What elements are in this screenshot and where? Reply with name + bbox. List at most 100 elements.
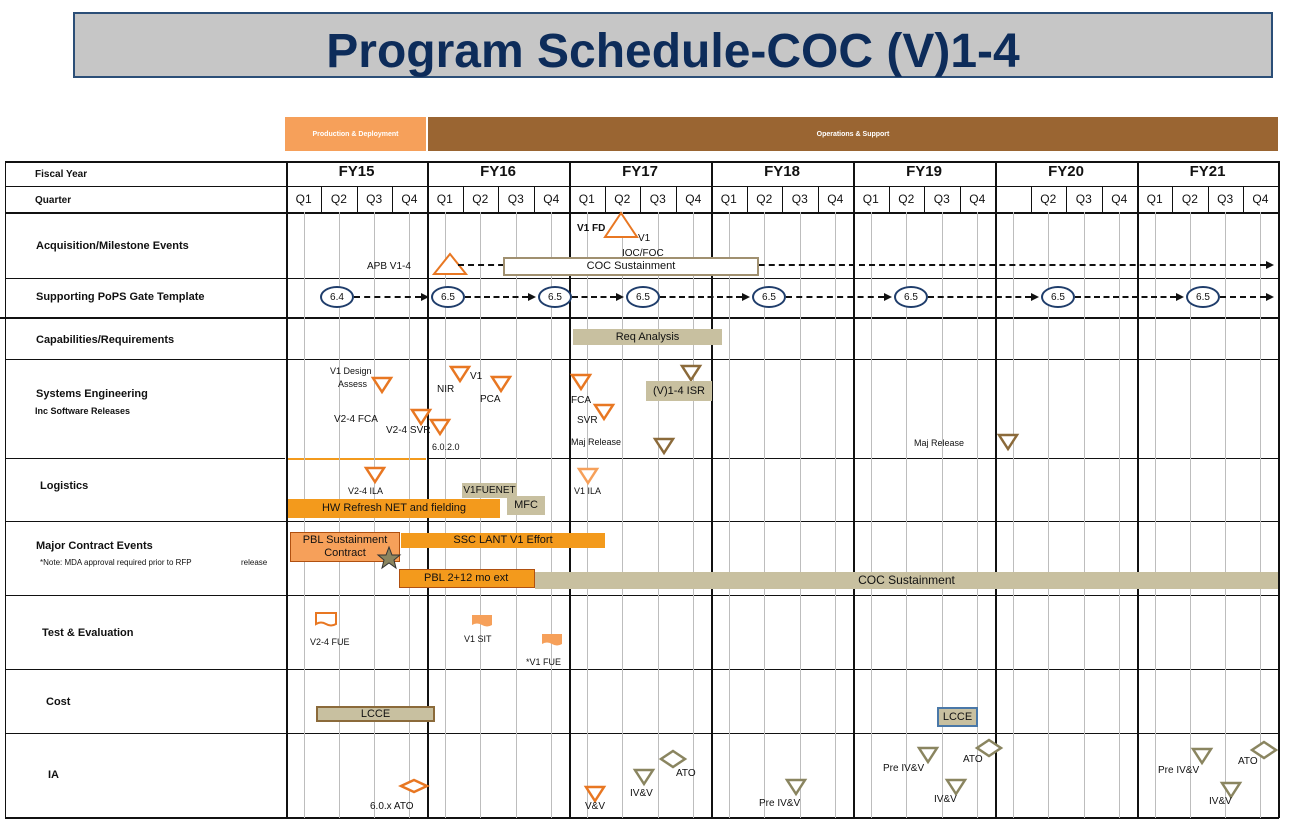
quarter-label-cell: Q4 — [827, 192, 844, 206]
v1-design-label-2: Assess — [338, 379, 368, 389]
lcce-bar-1: LCCE — [316, 706, 435, 722]
quarter-label-cell: Q4 — [1252, 192, 1269, 206]
phase-production-deployment-label: Production & Deployment — [312, 130, 399, 138]
ato-fy17-label: ATO — [676, 768, 696, 779]
grid-quarter-divider — [818, 186, 819, 212]
fiscal-year-fy18: FY18 — [764, 163, 800, 180]
grid-fiscal-year-divider — [1137, 161, 1139, 818]
mfc-bar: MFC — [507, 496, 545, 515]
isr-triangle — [679, 364, 703, 383]
row-label-cost: Cost — [46, 696, 71, 708]
grid-fiscal-year-divider — [1278, 161, 1280, 818]
grid-left-border — [5, 161, 6, 818]
row-label-acquisition: Acquisition/Milestone Events — [36, 240, 189, 252]
grid-quarter-guide — [1013, 212, 1014, 818]
grid-quarter-guide — [871, 212, 872, 818]
phase-operations-support-label: Operations & Support — [816, 130, 890, 138]
v2-4-ila-triangle — [363, 466, 387, 485]
ato-fy19-diamond — [974, 738, 1004, 758]
grid-quarter-divider — [640, 186, 641, 212]
grid-quarter-divider — [747, 186, 748, 212]
grid-quarter-guide — [1155, 212, 1156, 818]
grid-fiscal-year-divider — [569, 161, 571, 818]
grid-quarter-guide — [764, 212, 765, 818]
ato-fy19-label: ATO — [963, 754, 983, 765]
pca-triangle — [489, 375, 513, 394]
contract-award-star — [376, 545, 402, 570]
req-analysis-bar: Req Analysis — [573, 329, 722, 345]
maj-release-fy17-triangle — [652, 437, 676, 456]
ato-fy17-diamond — [658, 749, 688, 769]
fiscal-year-fy20: FY20 — [1048, 163, 1084, 180]
grid-quarter-guide — [551, 212, 552, 818]
grid-quarter-divider — [1066, 186, 1067, 212]
pops-gate-ellipse: 6.5 — [1041, 286, 1075, 308]
grid-quarter-divider — [321, 186, 322, 212]
grid-row-divider — [5, 669, 1279, 670]
v1-sit-label: V1 SIT — [464, 634, 492, 644]
phase-operations-support: Operations & Support — [428, 117, 1278, 151]
quarter-label-cell: Q1 — [720, 192, 737, 206]
row-label-logistics: Logistics — [40, 480, 89, 492]
pops-dashed-arrow — [572, 296, 616, 298]
fiscal-year-fy16: FY16 — [480, 163, 516, 180]
grid-fiscal-year-divider — [711, 161, 713, 818]
ivv-fy19-triangle — [944, 778, 968, 797]
ato-fy21-label: ATO — [1238, 756, 1258, 767]
v2-4-svr-triangle — [428, 418, 452, 437]
quarter-label-cell: Q4 — [685, 192, 702, 206]
quarter-label-cell: Q3 — [933, 192, 950, 206]
contract-note: *Note: MDA approval required prior to RF… — [40, 558, 192, 567]
pca-label: PCA — [480, 394, 501, 405]
row-label-capabilities: Capabilities/Requirements — [36, 334, 175, 346]
grid-quarter-guide — [835, 212, 836, 818]
row-label-test-eval: Test & Evaluation — [42, 627, 134, 639]
ato-60x-label: 6.0.x ATO — [370, 801, 414, 812]
v1-fd-triangle — [603, 211, 639, 238]
title-banner: Program Schedule-COC (V)1-4 — [73, 12, 1273, 78]
vv-label: V&V — [585, 801, 606, 812]
svr-triangle — [592, 403, 616, 422]
nir-label: NIR — [437, 384, 455, 395]
hw-refresh-bar: HW Refresh NET and fielding — [288, 499, 500, 518]
v1-design-assess-triangle — [370, 376, 394, 395]
pops-arrowhead — [1176, 293, 1184, 301]
lcce-bar-2: LCCE — [937, 707, 978, 727]
fca-label: FCA — [571, 395, 591, 406]
grid-quarter-guide — [516, 212, 517, 818]
vv-triangle — [583, 785, 607, 804]
fca-triangle — [569, 373, 593, 392]
quarter-label-cell: Q4 — [969, 192, 986, 206]
pre-ivv-fy18-triangle — [784, 778, 808, 797]
pops-dashed-arrow — [1220, 296, 1266, 298]
row-label-ia: IA — [48, 769, 59, 781]
acquisition-arrowhead — [1266, 261, 1274, 269]
acquisition-dashed-arrow — [458, 264, 1266, 266]
grid-row-divider — [5, 521, 1279, 522]
pops-gate-ellipse: 6.5 — [752, 286, 786, 308]
pops-gate-ellipse: 6.5 — [894, 286, 928, 308]
grid-quarter-divider — [498, 186, 499, 212]
grid-row-divider — [5, 186, 1279, 187]
quarter-label-cell: Q1 — [295, 192, 312, 206]
row-sublabel-software-releases: Inc Software Releases — [35, 406, 131, 416]
release-6020-label: 6.0.2.0 — [432, 442, 460, 452]
grid-quarter-divider — [1031, 186, 1032, 212]
grid-quarter-guide — [1084, 212, 1085, 818]
quarter-label-cell: Q3 — [366, 192, 383, 206]
quarter-label-cell: Q2 — [756, 192, 773, 206]
grid-row-divider — [5, 733, 1279, 734]
grid-quarter-divider — [392, 186, 393, 212]
svr-label: SVR — [577, 415, 598, 426]
grid-fiscal-year-divider — [853, 161, 855, 818]
quarter-label-cell: Q1 — [436, 192, 453, 206]
v2-4-fca-triangle — [409, 408, 433, 427]
v1-design-label-1: V1 Design — [330, 366, 372, 376]
ioc-foc-label: IOC/FOC — [622, 248, 664, 259]
row-label-pops: Supporting PoPS Gate Template — [36, 291, 205, 303]
pops-arrowhead — [421, 293, 429, 301]
maj-release-fy19-label: Maj Release — [914, 438, 965, 448]
grid-row-divider — [5, 359, 1279, 360]
ivv-fy21-label: IV&V — [1209, 796, 1232, 807]
quarter-label-cell: Q2 — [1040, 192, 1057, 206]
